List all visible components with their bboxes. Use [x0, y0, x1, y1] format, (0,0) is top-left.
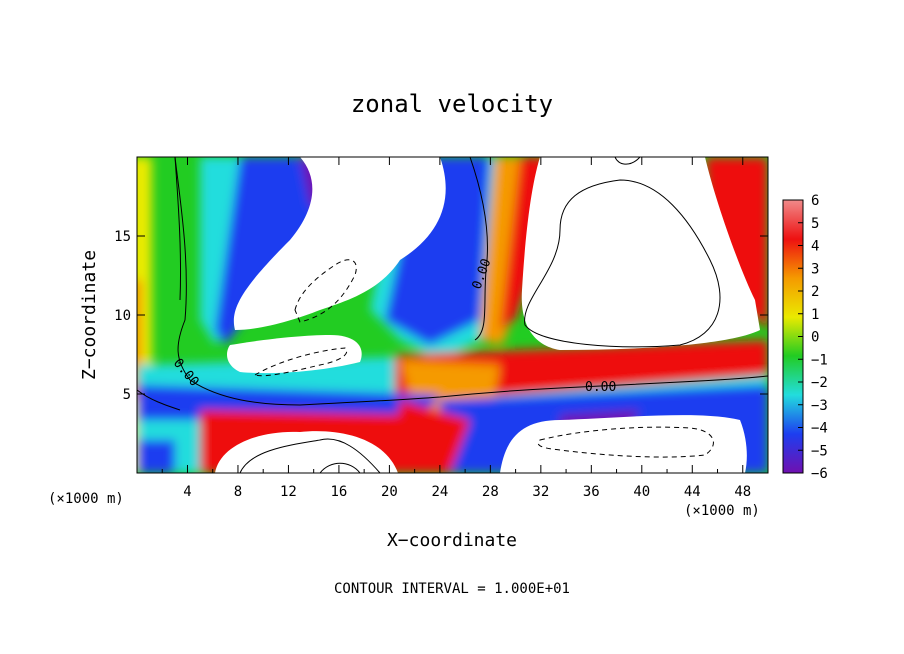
- x-axis-label: X−coordinate: [387, 530, 517, 551]
- colorbar-tick-label: −3: [811, 398, 828, 414]
- colorbar: 6 5 4 3 2 1 0 −1 −2 −3 −4 −5 −6: [782, 193, 828, 482]
- y-tick-label: 15: [114, 229, 131, 245]
- x-tick-label: 4: [183, 484, 191, 500]
- colorbar-tick-label: 4: [811, 239, 819, 255]
- x-tick-label: 20: [381, 484, 398, 500]
- white-region-right: [521, 157, 760, 350]
- colorbar-tick-label: 3: [811, 261, 819, 277]
- colorbar-tick-label: −6: [811, 466, 828, 482]
- x-unit-right: (×1000 m): [684, 503, 760, 519]
- contour-interval-footer: CONTOUR INTERVAL = 1.000E+01: [334, 581, 570, 597]
- heatmap-field: 0.00 0.00 0.00: [137, 157, 768, 473]
- colorbar-tick-label: 5: [811, 216, 819, 232]
- colorbar-tick-label: 2: [811, 284, 819, 300]
- colorbar-tick-label: −4: [811, 421, 828, 437]
- white-region-bottom-right: [500, 415, 747, 473]
- colorbar-tick-label: 1: [811, 307, 819, 323]
- x-tick-label: 48: [734, 484, 751, 500]
- x-tick-label: 16: [330, 484, 347, 500]
- y-tick-label: 5: [123, 387, 131, 403]
- x-tick-label: 12: [280, 484, 297, 500]
- x-unit-left: (×1000 m): [48, 491, 124, 507]
- chart-title: zonal velocity: [351, 90, 553, 118]
- x-tick-label: 24: [431, 484, 448, 500]
- y-axis-label: Z−coordinate: [79, 250, 100, 380]
- colorbar-tick-label: −1: [811, 352, 828, 368]
- white-region-bottom-left: [215, 431, 398, 473]
- contour-label-mid: 0.00: [585, 380, 616, 395]
- x-tick-label: 8: [234, 484, 242, 500]
- white-region-left: [233, 157, 446, 330]
- x-tick-label: 44: [684, 484, 701, 500]
- y-axis-ticks: 5 10 15: [114, 229, 768, 403]
- x-tick-label: 32: [532, 484, 549, 500]
- x-axis-ticks: 4 8 12 16 20 24 28 32 36 40 44 48: [161, 157, 751, 500]
- y-tick-label: 10: [114, 308, 131, 324]
- x-tick-label: 40: [633, 484, 650, 500]
- dashed-contours: [253, 259, 714, 458]
- colorbar-tick-label: 6: [811, 193, 819, 209]
- colorbar-tick-label: 0: [811, 330, 819, 346]
- x-tick-label: 28: [482, 484, 499, 500]
- x-tick-label: 36: [583, 484, 600, 500]
- colorbar-tick-label: −5: [811, 443, 828, 459]
- contour-lines: [137, 157, 768, 473]
- colorbar-tick-label: −2: [811, 375, 828, 391]
